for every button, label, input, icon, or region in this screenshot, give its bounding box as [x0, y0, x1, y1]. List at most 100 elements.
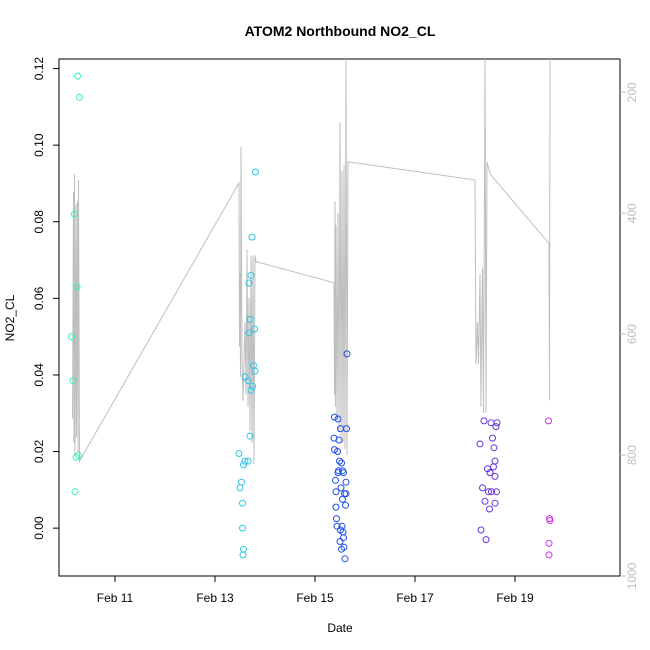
secondary-y-axis: 200 400 600 800 1000: [620, 82, 639, 589]
data-point: [490, 463, 497, 471]
data-point: [340, 534, 347, 542]
data-point: [332, 488, 340, 496]
data-point: [332, 503, 340, 511]
data-point: [482, 536, 490, 544]
data-point: [545, 551, 553, 559]
y2-tick-label: 1000: [625, 562, 639, 589]
data-point: [241, 457, 249, 465]
data-point: [491, 457, 499, 465]
data-point: [336, 457, 343, 465]
data-point: [244, 377, 252, 385]
data-point: [239, 551, 247, 559]
y2-tick-label: 200: [625, 82, 639, 102]
data-point: [249, 382, 256, 390]
data-point: [339, 495, 346, 503]
data-point: [334, 415, 342, 423]
data-point: [68, 333, 75, 341]
data-point: [71, 488, 79, 496]
data-point: [486, 505, 493, 513]
data-point: [486, 469, 494, 477]
data-point: [340, 543, 348, 551]
data-point: [240, 461, 247, 469]
x-tick-label: Feb 17: [396, 591, 434, 605]
scatter-series: [68, 72, 554, 563]
data-point: [491, 472, 499, 480]
data-point: [340, 469, 347, 477]
data-point: [342, 501, 349, 509]
data-point: [75, 451, 82, 459]
data-point: [251, 325, 258, 333]
altitude-line: [72, 58, 551, 465]
y-axis: 0.00 0.02 0.04 0.06 0.08 0.10 0.12: [32, 57, 59, 540]
x-tick-label: Feb 19: [496, 591, 534, 605]
y-tick-label: 0.00: [32, 516, 46, 540]
data-point: [247, 271, 255, 279]
data-point: [251, 367, 259, 375]
data-point: [245, 329, 253, 337]
data-point: [335, 436, 343, 444]
data-point: [342, 478, 350, 486]
y-tick-label: 0.10: [32, 133, 46, 157]
data-point: [244, 457, 252, 465]
data-point: [485, 488, 492, 496]
data-point: [480, 417, 488, 425]
data-point: [493, 419, 501, 427]
data-point: [69, 377, 77, 385]
y-tick-label: 0.08: [32, 210, 46, 234]
data-point: [246, 432, 254, 440]
data-point: [252, 168, 259, 176]
data-point: [240, 545, 247, 553]
data-point: [239, 499, 246, 507]
data-point: [476, 440, 484, 448]
data-point: [245, 279, 253, 287]
y-tick-label: 0.02: [32, 439, 46, 463]
data-point: [341, 555, 349, 563]
y-tick-label: 0.06: [32, 286, 46, 310]
chart-title: ATOM2 Northbound NO2_CL: [245, 23, 436, 39]
data-point: [493, 488, 500, 496]
data-point: [338, 459, 345, 467]
data-point: [248, 233, 256, 241]
data-point: [336, 538, 344, 545]
data-point: [477, 526, 485, 534]
y2-tick-label: 400: [625, 203, 639, 223]
data-point: [481, 497, 489, 505]
data-point: [546, 517, 554, 524]
y-tick-label: 0.04: [32, 363, 46, 387]
data-point: [343, 350, 351, 358]
data-point: [333, 515, 340, 523]
data-point: [490, 444, 498, 452]
data-point: [236, 484, 244, 492]
data-point: [238, 478, 245, 486]
data-point: [479, 484, 486, 492]
y2-tick-label: 800: [625, 445, 639, 465]
data-point: [545, 417, 552, 425]
data-point: [332, 476, 339, 484]
data-point: [235, 450, 243, 457]
data-point: [71, 210, 78, 218]
x-axis: Feb 11 Feb 13 Feb 15 Feb 17 Feb 19: [97, 576, 534, 605]
data-point: [343, 425, 350, 433]
data-point: [76, 93, 83, 101]
y-tick-label: 0.12: [32, 57, 46, 81]
data-point: [492, 423, 500, 431]
data-point: [491, 499, 499, 507]
data-point: [74, 72, 81, 80]
data-point: [545, 539, 553, 547]
x-tick-label: Feb 13: [196, 591, 234, 605]
data-point: [333, 522, 341, 530]
data-point: [247, 386, 255, 394]
line-series: [72, 58, 551, 465]
plot-frame: [58, 58, 621, 577]
x-tick-label: Feb 15: [296, 591, 334, 605]
x-axis-label: Date: [327, 621, 353, 635]
data-point: [334, 448, 341, 455]
data-point: [246, 315, 254, 323]
data-point: [342, 490, 350, 498]
data-point: [338, 522, 346, 530]
y-axis-label: NO2_CL: [3, 294, 17, 341]
data-point: [337, 484, 345, 492]
data-point: [488, 488, 495, 496]
data-point: [239, 524, 246, 532]
